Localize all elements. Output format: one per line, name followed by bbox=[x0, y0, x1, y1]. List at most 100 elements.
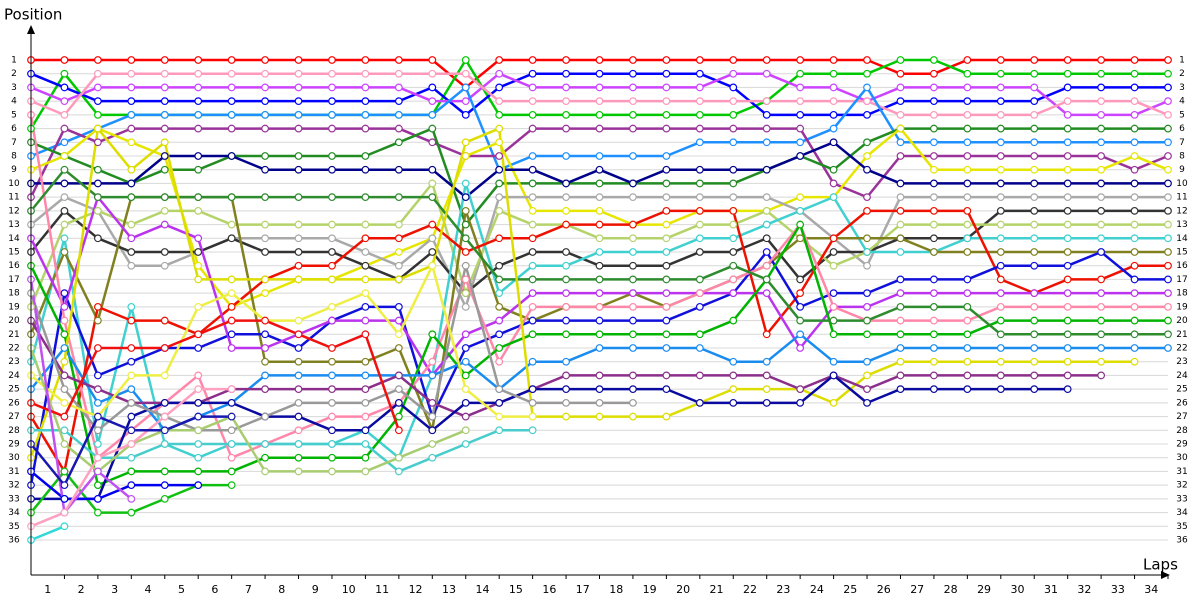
y-tick-label-right: 23 bbox=[1176, 357, 1187, 367]
marker bbox=[495, 193, 504, 202]
marker bbox=[461, 440, 470, 448]
marker bbox=[1063, 97, 1072, 106]
marker bbox=[1164, 220, 1172, 229]
marker bbox=[194, 330, 203, 339]
y-tick-label-right: 3 bbox=[1179, 83, 1185, 93]
marker bbox=[1030, 138, 1039, 147]
marker bbox=[194, 426, 203, 435]
marker bbox=[93, 494, 102, 503]
marker bbox=[762, 248, 771, 256]
marker bbox=[1030, 83, 1039, 92]
marker bbox=[595, 234, 604, 243]
marker bbox=[461, 330, 470, 339]
marker bbox=[695, 56, 704, 64]
marker bbox=[60, 69, 69, 78]
marker bbox=[562, 124, 570, 133]
y-tick-label: 34 bbox=[8, 508, 20, 518]
marker bbox=[394, 83, 403, 92]
marker bbox=[60, 330, 69, 339]
marker bbox=[930, 69, 938, 78]
marker bbox=[428, 97, 437, 106]
marker bbox=[227, 124, 236, 133]
marker bbox=[629, 302, 637, 311]
marker bbox=[127, 248, 136, 256]
marker bbox=[160, 83, 169, 92]
marker bbox=[896, 248, 905, 256]
marker bbox=[495, 330, 504, 339]
marker bbox=[127, 165, 136, 174]
y-tick-label-right: 36 bbox=[1176, 536, 1188, 546]
marker bbox=[93, 426, 102, 435]
marker bbox=[829, 69, 838, 78]
y-tick-label: 19 bbox=[8, 302, 20, 312]
marker bbox=[1164, 316, 1172, 325]
marker bbox=[863, 110, 871, 119]
marker bbox=[328, 165, 336, 174]
marker bbox=[294, 385, 303, 394]
marker bbox=[1130, 193, 1139, 202]
marker bbox=[127, 344, 136, 352]
marker bbox=[562, 316, 570, 325]
marker bbox=[1097, 110, 1106, 119]
marker bbox=[1097, 206, 1106, 215]
marker bbox=[829, 56, 838, 64]
marker bbox=[194, 302, 203, 311]
y-tick-label-right: 26 bbox=[1176, 398, 1188, 408]
x-tick-label: 30 bbox=[1011, 583, 1025, 596]
marker bbox=[863, 248, 871, 256]
marker bbox=[194, 83, 203, 92]
marker bbox=[629, 220, 637, 229]
marker bbox=[60, 138, 69, 147]
marker bbox=[662, 69, 671, 78]
marker bbox=[695, 193, 704, 202]
marker bbox=[361, 289, 370, 298]
marker bbox=[60, 522, 69, 531]
marker bbox=[328, 110, 336, 119]
marker bbox=[595, 344, 604, 352]
marker bbox=[796, 289, 805, 298]
y-tick-label: 11 bbox=[8, 193, 19, 203]
marker bbox=[93, 97, 102, 106]
marker bbox=[829, 330, 838, 339]
marker bbox=[796, 97, 805, 106]
series-line bbox=[29, 195, 1168, 432]
marker bbox=[1063, 152, 1072, 160]
marker bbox=[261, 467, 269, 476]
marker bbox=[1030, 248, 1039, 256]
marker bbox=[294, 110, 303, 119]
marker bbox=[1063, 248, 1072, 256]
marker bbox=[963, 371, 972, 380]
marker bbox=[194, 69, 203, 78]
marker bbox=[695, 302, 704, 311]
marker bbox=[930, 234, 938, 243]
marker bbox=[227, 289, 236, 298]
y-tick-label: 14 bbox=[8, 234, 20, 244]
marker bbox=[127, 398, 136, 407]
marker bbox=[194, 453, 203, 462]
marker bbox=[1030, 206, 1039, 215]
marker bbox=[1130, 302, 1139, 311]
marker bbox=[829, 357, 838, 366]
marker bbox=[495, 344, 504, 352]
y-tick-label-right: 7 bbox=[1179, 138, 1185, 148]
marker bbox=[328, 302, 336, 311]
y-tick-label-right: 5 bbox=[1179, 110, 1185, 120]
marker bbox=[461, 371, 470, 380]
marker bbox=[227, 302, 236, 311]
marker bbox=[729, 220, 738, 229]
marker bbox=[461, 97, 470, 106]
marker bbox=[963, 302, 972, 311]
marker bbox=[1030, 261, 1039, 270]
marker bbox=[829, 289, 838, 298]
marker bbox=[328, 453, 336, 462]
marker bbox=[60, 124, 69, 133]
marker bbox=[996, 152, 1005, 160]
x-tick-label: 11 bbox=[375, 583, 389, 596]
marker bbox=[896, 83, 905, 92]
marker bbox=[428, 124, 437, 133]
marker bbox=[394, 110, 403, 119]
marker bbox=[1164, 97, 1172, 106]
marker bbox=[863, 330, 871, 339]
marker bbox=[1097, 357, 1106, 366]
